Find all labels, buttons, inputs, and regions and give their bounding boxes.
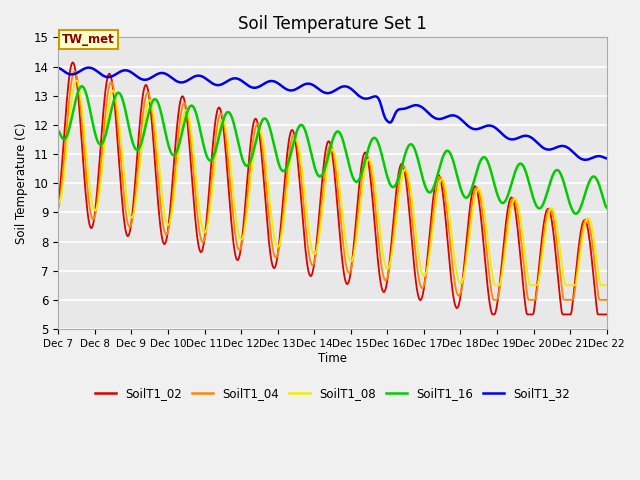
Legend: SoilT1_02, SoilT1_04, SoilT1_08, SoilT1_16, SoilT1_32: SoilT1_02, SoilT1_04, SoilT1_08, SoilT1_… [90,383,575,405]
SoilT1_02 [525,312,532,317]
SoilT1_02 [177,96,185,101]
SoilT1_02 [69,60,77,65]
SoilT1_02 [400,165,408,170]
X-axis label: Time: Time [318,351,347,364]
SoilT1_32 [400,106,408,112]
Text: TW_met: TW_met [62,33,115,46]
SoilT1_32 [416,103,424,109]
SoilT1_16 [416,164,424,170]
SoilT1_04 [603,297,611,303]
SoilT1_02 [416,297,424,303]
SoilT1_08 [122,184,129,190]
SoilT1_04 [122,206,129,212]
Y-axis label: Soil Temperature (C): Soil Temperature (C) [15,122,28,244]
SoilT1_04 [206,194,214,200]
SoilT1_16 [572,211,580,216]
SoilT1_08 [65,131,72,136]
SoilT1_16 [54,128,62,133]
SoilT1_16 [603,205,611,211]
SoilT1_04 [70,69,78,74]
SoilT1_16 [78,84,86,89]
SoilT1_08 [54,201,62,206]
SoilT1_32 [582,157,589,163]
SoilT1_04 [492,297,499,303]
Line: SoilT1_16: SoilT1_16 [58,86,607,214]
SoilT1_08 [493,282,500,288]
SoilT1_32 [54,65,62,71]
SoilT1_08 [603,282,611,288]
SoilT1_04 [54,205,62,211]
SoilT1_08 [73,78,81,84]
SoilT1_16 [122,108,129,113]
SoilT1_02 [65,83,72,89]
SoilT1_08 [416,260,424,266]
SoilT1_04 [177,110,185,116]
SoilT1_08 [400,168,408,174]
SoilT1_32 [177,80,185,85]
SoilT1_16 [400,156,408,162]
SoilT1_02 [54,202,62,208]
SoilT1_16 [177,134,185,140]
SoilT1_16 [65,129,72,135]
SoilT1_02 [603,312,611,317]
SoilT1_32 [65,71,72,77]
SoilT1_02 [122,227,129,232]
Line: SoilT1_32: SoilT1_32 [58,68,607,160]
SoilT1_32 [603,156,611,161]
SoilT1_16 [206,157,214,163]
SoilT1_32 [206,79,214,84]
SoilT1_08 [177,128,185,133]
SoilT1_02 [206,176,214,181]
SoilT1_04 [416,280,424,286]
SoilT1_32 [122,67,129,73]
Line: SoilT1_02: SoilT1_02 [58,62,607,314]
Line: SoilT1_04: SoilT1_04 [58,72,607,300]
Title: Soil Temperature Set 1: Soil Temperature Set 1 [238,15,427,33]
Line: SoilT1_08: SoilT1_08 [58,81,607,285]
SoilT1_08 [206,206,214,212]
SoilT1_32 [85,65,93,71]
SoilT1_04 [400,163,408,169]
SoilT1_04 [65,108,72,113]
